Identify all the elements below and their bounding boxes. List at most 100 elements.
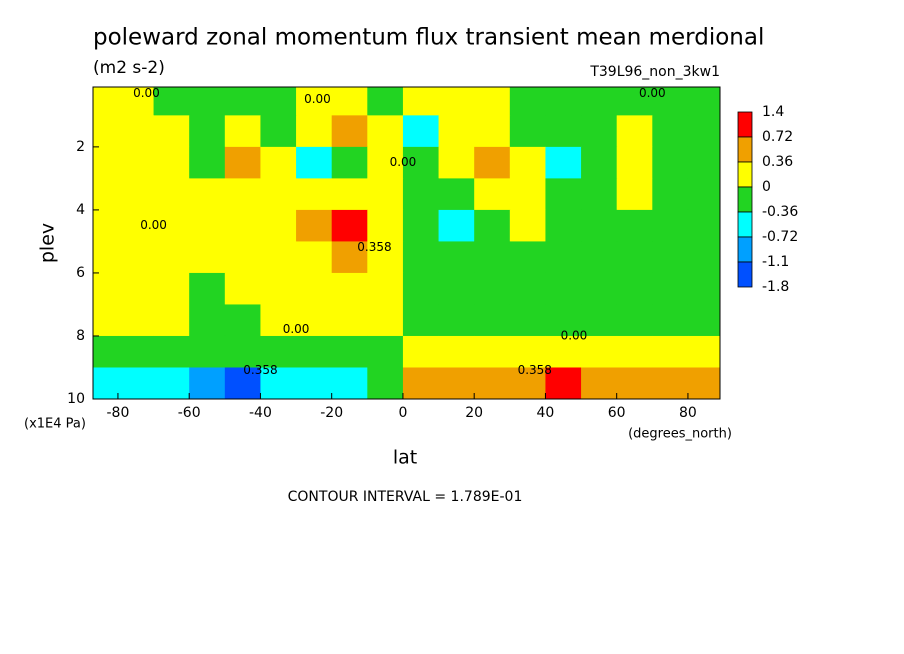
field-cell [296,209,333,242]
field-cell [117,178,155,211]
field-cell [260,241,297,274]
field-cell [474,335,511,368]
field-cell [296,241,333,274]
field-cell [260,115,297,148]
chart-title: poleward zonal momentum flux transient m… [93,25,764,51]
field-cell [367,178,404,211]
contour-label: 0.00 [283,322,310,336]
contour-label: 0.358 [518,363,552,377]
contour-field: 0.00 0.00 0.00 0.00 0.00 0.00 0.358 0.358 0.358 0… [93,86,720,399]
y-tick-label: 4 [76,202,85,218]
colorbar-box [737,236,753,263]
field-cell [438,146,475,179]
field-cell [438,367,475,399]
field-cell [224,209,261,242]
field-cell [402,241,440,274]
field-cell [331,272,368,305]
field-cell [367,115,404,148]
field-cell [260,272,297,305]
field-cell [296,367,333,399]
field-cell [652,272,689,305]
field-cell [93,87,119,116]
field-cell [616,304,653,337]
field-cell [331,241,368,274]
field-cell [93,241,119,274]
field-cell [189,272,226,305]
field-cell [616,367,653,399]
field-cell [545,304,582,337]
field-cell [331,209,368,242]
field-cell [153,367,190,399]
field-cell [652,87,689,116]
x-units: (degrees_north) [628,427,732,442]
field-cell [367,146,404,179]
field-cell [616,209,653,242]
x-tick-label: 0 [398,405,407,421]
field-cell [616,146,653,179]
field-cell [153,335,190,368]
field-cell [189,178,226,211]
field-cell [367,304,404,337]
contour-label: 0.00 [133,86,160,100]
field-cell [260,146,297,179]
contour-label: 0.00 [304,92,331,106]
field-cell [616,87,653,116]
x-tick-label: -80 [107,405,130,421]
field-cell [438,209,475,242]
field-cell [687,241,720,274]
field-cell [509,146,546,179]
field-cell [402,178,440,211]
field-cell [509,367,546,399]
field-cell [509,115,546,148]
field-cell [296,335,333,368]
x-tick-label: 20 [465,405,483,421]
field-cell [474,178,511,211]
field-cell [367,272,404,305]
field-cell [687,178,720,211]
field-cell [545,367,582,399]
field-cell [474,209,511,242]
field-cell [260,209,297,242]
field-cell [402,367,440,399]
y-tick-label: 10 [67,391,85,407]
field-cell [545,241,582,274]
field-cell [545,87,582,116]
field-cell [545,272,582,305]
contour-label: 0.358 [243,363,277,377]
field-cell [224,335,261,368]
field-cell [93,115,119,148]
x-axis-label: lat [393,447,417,469]
field-cell [93,272,119,305]
field-cell [93,146,119,179]
field-cell [296,272,333,305]
colorbar-box [737,261,753,288]
field-cell [153,304,190,337]
field-cell [652,178,689,211]
field-cell [687,367,720,399]
colorbar-box [737,161,753,188]
field-cell [581,335,618,368]
field-cell [545,335,582,368]
field-cell [331,115,368,148]
field-cell [402,209,440,242]
colorbar-label: -0.36 [762,204,798,220]
field-cell [652,304,689,337]
field-cell [367,367,404,399]
field-cell [296,87,333,116]
field-cell [509,241,546,274]
field-cell [224,178,261,211]
field-cell [652,146,689,179]
field-cell [402,87,440,116]
field-cell [331,367,368,399]
field-cell [153,146,190,179]
field-cell [296,304,333,337]
field-cell [438,241,475,274]
contour-label: 0.358 [357,240,391,254]
x-tick-label: -20 [320,405,343,421]
field-cell [616,272,653,305]
field-cell [474,304,511,337]
field-cell [189,241,226,274]
contour-label: 0.00 [140,218,167,232]
y-tick-label: 8 [76,328,85,344]
field-cell [616,178,653,211]
